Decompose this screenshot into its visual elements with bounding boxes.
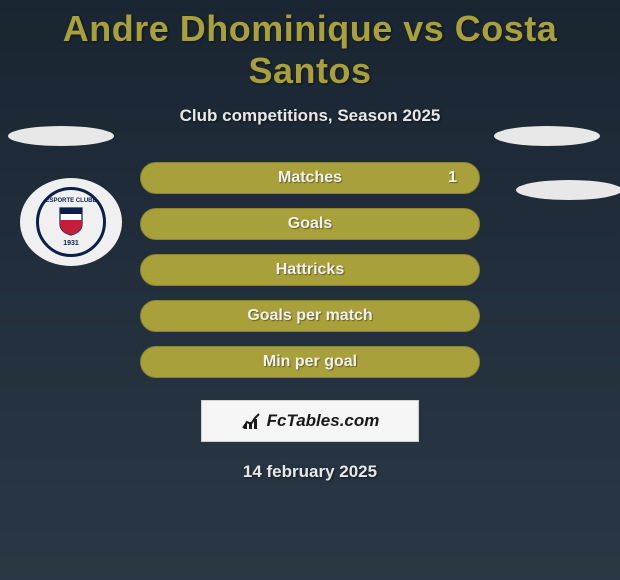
stat-row-hattricks: Hattricks bbox=[140, 254, 480, 286]
page-title: Andre Dhominique vs Costa Santos bbox=[0, 0, 620, 92]
page-subtitle: Club competitions, Season 2025 bbox=[0, 106, 620, 126]
stat-value: 1 bbox=[448, 169, 457, 187]
stat-label: Goals per match bbox=[247, 307, 372, 325]
team-badge-left: ESPORTE CLUBE 1931 bbox=[20, 178, 122, 266]
brand-name: FcTables.com bbox=[267, 411, 380, 431]
stat-label: Matches bbox=[278, 169, 342, 187]
badge-year: 1931 bbox=[63, 240, 79, 247]
stat-row-goals-per-match: Goals per match bbox=[140, 300, 480, 332]
badge-ring: ESPORTE CLUBE 1931 bbox=[36, 187, 106, 257]
badge-shield-icon bbox=[58, 206, 84, 236]
brand-attribution[interactable]: FcTables.com bbox=[201, 400, 419, 442]
stat-label: Hattricks bbox=[276, 261, 344, 279]
stat-label: Min per goal bbox=[263, 353, 357, 371]
decoration-ellipse-left bbox=[8, 126, 114, 146]
decoration-ellipse-right-1 bbox=[494, 126, 600, 146]
decoration-ellipse-right-2 bbox=[516, 180, 620, 200]
stat-label: Goals bbox=[288, 215, 332, 233]
stat-row-min-per-goal: Min per goal bbox=[140, 346, 480, 378]
stat-row-goals: Goals bbox=[140, 208, 480, 240]
stat-row-matches: Matches 1 bbox=[140, 162, 480, 194]
footer-date: 14 february 2025 bbox=[0, 462, 620, 482]
brand-chart-icon bbox=[241, 410, 263, 432]
badge-top-text: ESPORTE CLUBE bbox=[45, 198, 96, 204]
